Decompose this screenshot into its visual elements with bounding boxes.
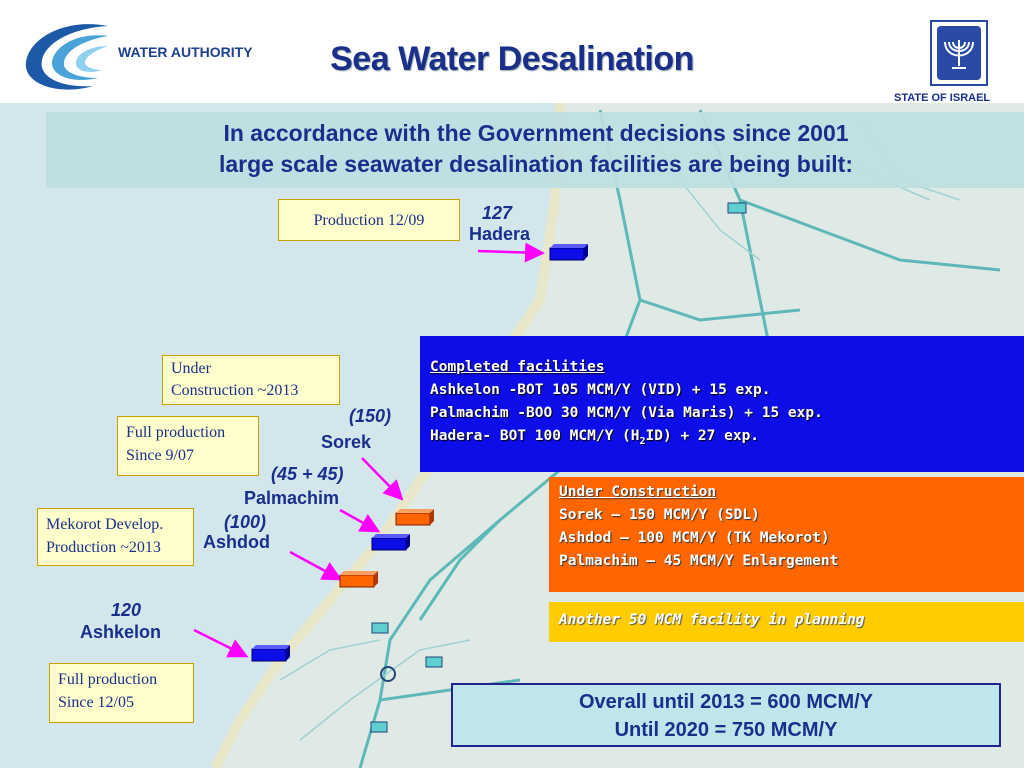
city-palmachim: Palmachim bbox=[244, 488, 340, 508]
planning-text: Another 50 MCM facility in planning bbox=[559, 612, 865, 628]
completed-item: Palmachim -BOO 30 MCM/Y (Via Maris) + 15… bbox=[430, 405, 823, 421]
status-box-ashkelon: Full production Since 12/05 bbox=[49, 663, 194, 723]
arrow-hadera bbox=[477, 242, 545, 263]
city-ashkelon: Ashkelon bbox=[80, 622, 162, 642]
construction-heading: Under Construction bbox=[559, 484, 717, 500]
status-box-palmachim: Full production Since 9/07 bbox=[117, 416, 259, 476]
marker-palmachim bbox=[371, 534, 410, 551]
status-text: Production 12/09 bbox=[313, 212, 425, 229]
arrow-ashkelon bbox=[193, 628, 249, 658]
city-hadera: Hadera bbox=[469, 224, 531, 244]
status-text: Production ~2013 bbox=[46, 539, 161, 556]
state-label: STATE OF ISRAEL bbox=[894, 92, 991, 104]
planning-box: Another 50 MCM facility in planning bbox=[549, 602, 1024, 642]
status-text: Under bbox=[171, 360, 211, 377]
status-text: Since 9/07 bbox=[126, 447, 194, 464]
subscript: 2 bbox=[639, 435, 646, 447]
intro-line-2: large scale seawater desalination facili… bbox=[218, 151, 854, 177]
city-sorek: Sorek bbox=[321, 432, 372, 452]
city-ashdod: Ashdod bbox=[203, 532, 270, 552]
intro-banner bbox=[46, 112, 1024, 188]
under-construction-box: Under Construction Sorek – 150 MCM/Y (SD… bbox=[549, 477, 1024, 592]
construction-item: Palmachim – 45 MCM/Y Enlargement bbox=[559, 553, 839, 569]
arrow-palmachim bbox=[339, 508, 381, 533]
state-emblem-icon bbox=[930, 20, 988, 86]
status-text: Full production bbox=[58, 671, 158, 688]
marker-hadera bbox=[549, 244, 588, 261]
logo-text: WATER AUTHORITY bbox=[118, 44, 253, 60]
status-box-hadera: Production 12/09 bbox=[278, 199, 460, 241]
completed-item: Ashkelon -BOT 105 MCM/Y (VID) + 15 exp. bbox=[430, 382, 771, 398]
arrow-ashdod bbox=[289, 550, 343, 581]
completed-heading: Completed facilities bbox=[430, 359, 605, 375]
status-box-sorek: Under Construction ~2013 bbox=[162, 355, 340, 405]
completed-item-text: Hadera- BOT 100 MCM/Y (H bbox=[430, 428, 640, 444]
marker-ashdod bbox=[339, 571, 378, 588]
completed-facilities-box: Completed facilities Ashkelon -BOT 105 M… bbox=[420, 336, 1024, 472]
completed-item: Hadera- BOT 100 MCM/Y (H2ID) + 27 exp. bbox=[430, 425, 1014, 453]
status-text: Full production bbox=[126, 424, 226, 441]
capacity-ashkelon: 120 bbox=[111, 600, 142, 620]
intro-line-1: In accordance with the Government decisi… bbox=[223, 120, 849, 146]
page-title: Sea Water Desalination bbox=[330, 40, 694, 78]
construction-item: Ashdod – 100 MCM/Y (TK Mekorot) bbox=[559, 530, 830, 546]
completed-item-text: ID) + 27 exp. bbox=[645, 428, 760, 444]
capacity-sorek: (150) bbox=[349, 406, 392, 426]
status-text: Since 12/05 bbox=[58, 694, 134, 711]
overall-box: Overall until 2013 = 600 MCM/Y Until 202… bbox=[451, 683, 1001, 747]
construction-item: Sorek – 150 MCM/Y (SDL) bbox=[559, 507, 760, 523]
overall-line-1: Overall until 2013 = 600 MCM/Y bbox=[578, 691, 873, 713]
capacity-palmachim: (45 + 45) bbox=[271, 464, 344, 484]
marker-sorek bbox=[395, 509, 434, 526]
status-text: Mekorot Develop. bbox=[46, 516, 164, 533]
overall-line-2: Until 2020 = 750 MCM/Y bbox=[614, 719, 838, 741]
marker-ashkelon bbox=[251, 645, 290, 662]
arrow-sorek bbox=[361, 457, 404, 501]
intro-text: In accordance with the Government decisi… bbox=[46, 118, 1024, 180]
status-text: Construction ~2013 bbox=[171, 382, 299, 399]
capacity-ashdod: (100) bbox=[224, 512, 267, 532]
capacity-hadera: 127 bbox=[482, 203, 513, 223]
status-box-ashdod: Mekorot Develop. Production ~2013 bbox=[37, 508, 194, 566]
water-authority-logo-icon bbox=[25, 24, 108, 90]
